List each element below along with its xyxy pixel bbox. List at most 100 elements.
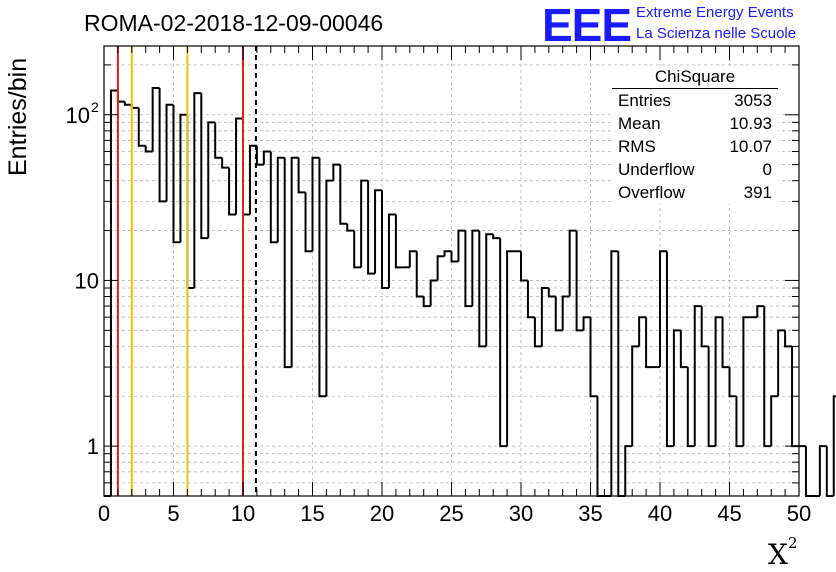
- histogram-bin: [346, 223, 355, 232]
- x-tick-label: 25: [439, 501, 463, 526]
- y-tick-label: 1: [87, 434, 99, 459]
- histogram-bin: [151, 87, 160, 152]
- reference-lines: [116, 46, 257, 496]
- histogram-bin: [200, 93, 209, 240]
- histogram-bin: [533, 317, 542, 348]
- histogram-bin: [804, 446, 813, 497]
- histogram-bin: [235, 117, 243, 215]
- histogram-bin: [492, 234, 501, 240]
- histogram-bin: [610, 250, 619, 496]
- histogram-bin: [582, 316, 591, 331]
- histogram-bin: [353, 230, 362, 269]
- logo-line-1: Extreme Energy Events: [636, 4, 794, 21]
- histogram-bin: [499, 238, 508, 448]
- x-tick-label: 20: [370, 501, 394, 526]
- histogram-bin: [526, 280, 535, 319]
- histogram-bin: [478, 230, 487, 348]
- histogram-bin: [311, 156, 320, 252]
- stats-row-entries: Entries 3053: [612, 89, 778, 112]
- x-tick-label: 40: [648, 501, 672, 526]
- histogram-bin: [547, 288, 556, 298]
- histogram-bin: [304, 192, 313, 253]
- stats-value: 391: [743, 183, 772, 202]
- histogram-bin: [742, 316, 751, 447]
- x-tick-label: 45: [717, 501, 741, 526]
- histogram-bin: [679, 330, 688, 369]
- histogram-bin: [825, 446, 834, 497]
- x-axis-label: X2: [768, 533, 798, 571]
- stats-label: Entries: [618, 91, 671, 110]
- histogram-bin: [207, 121, 216, 239]
- histogram-bin: [818, 445, 827, 496]
- histogram-bin: [408, 250, 417, 268]
- histogram-bin: [283, 157, 292, 369]
- histogram-bin: [554, 296, 563, 332]
- histogram-bin: [269, 151, 278, 244]
- histogram-bin: [832, 395, 836, 496]
- logo-line-2: La Scienza nelle Scuole: [636, 25, 797, 42]
- histogram-bin: [700, 306, 709, 348]
- stats-label: RMS: [618, 137, 656, 156]
- histogram-bin: [659, 250, 667, 368]
- stats-label: Underflow: [618, 160, 695, 179]
- histogram-bin: [297, 157, 306, 194]
- histogram-bin: [381, 190, 389, 290]
- histogram-bin: [457, 229, 466, 262]
- stats-row-overflow: Overflow 391: [612, 181, 778, 204]
- histogram-bin: [109, 89, 118, 496]
- stats-label: Overflow: [618, 183, 686, 202]
- histogram-bin: [165, 103, 174, 202]
- histogram-bin: [339, 164, 348, 225]
- histogram-bin: [179, 113, 188, 243]
- x-tick-label: 0: [98, 501, 110, 526]
- x-tick-label: 35: [578, 501, 602, 526]
- histogram-bin: [777, 329, 786, 397]
- y-tick-label: 10: [66, 103, 90, 128]
- stats-value: 10.93: [729, 114, 772, 133]
- histogram-bin: [318, 157, 327, 398]
- histogram-bin: [367, 180, 376, 275]
- histogram-bin: [631, 345, 640, 447]
- histogram-bin: [763, 306, 772, 448]
- histogram-bin: [172, 104, 181, 244]
- histogram-bin: [485, 233, 494, 347]
- histogram-bin: [770, 395, 779, 447]
- histogram-bin: [450, 251, 459, 263]
- histogram-bin: [714, 316, 723, 447]
- histogram-bin: [506, 250, 515, 447]
- stats-title: ChiSquare: [612, 66, 778, 89]
- y-tick-label: 10: [75, 268, 99, 293]
- histogram-bin: [756, 305, 765, 318]
- stats-row-underflow: Underflow 0: [612, 158, 778, 181]
- histogram-bin: [374, 189, 382, 274]
- stats-value: 0: [762, 160, 772, 179]
- histogram-bin: [262, 150, 271, 165]
- stats-label: Mean: [618, 114, 661, 133]
- histogram-bin: [422, 296, 431, 308]
- histogram-bin: [624, 445, 633, 496]
- histogram-bin: [471, 229, 480, 307]
- histogram-bin: [436, 255, 445, 281]
- histogram-bin: [158, 88, 167, 203]
- x-tick-label: 30: [509, 501, 533, 526]
- histogram-bin: [443, 250, 452, 257]
- histogram-bin: [568, 229, 577, 297]
- histogram-bin: [520, 251, 528, 282]
- histogram-bin: [665, 251, 674, 448]
- histogram-bin: [575, 230, 584, 332]
- histogram-bin: [645, 317, 654, 369]
- histogram-bin: [123, 101, 132, 106]
- histogram-bin: [589, 317, 598, 398]
- stats-row-mean: Mean 10.93: [612, 112, 778, 135]
- stats-value: 3053: [734, 91, 772, 110]
- histogram-bin: [387, 213, 396, 289]
- histogram-bin: [290, 156, 299, 368]
- histogram-bin: [540, 287, 549, 347]
- histogram-bin: [464, 230, 473, 308]
- x-tick-label: 10: [231, 501, 255, 526]
- histogram-bin: [193, 92, 202, 289]
- histogram-bin: [686, 367, 695, 448]
- histogram-bin: [728, 367, 737, 398]
- histogram-bin: [721, 317, 730, 369]
